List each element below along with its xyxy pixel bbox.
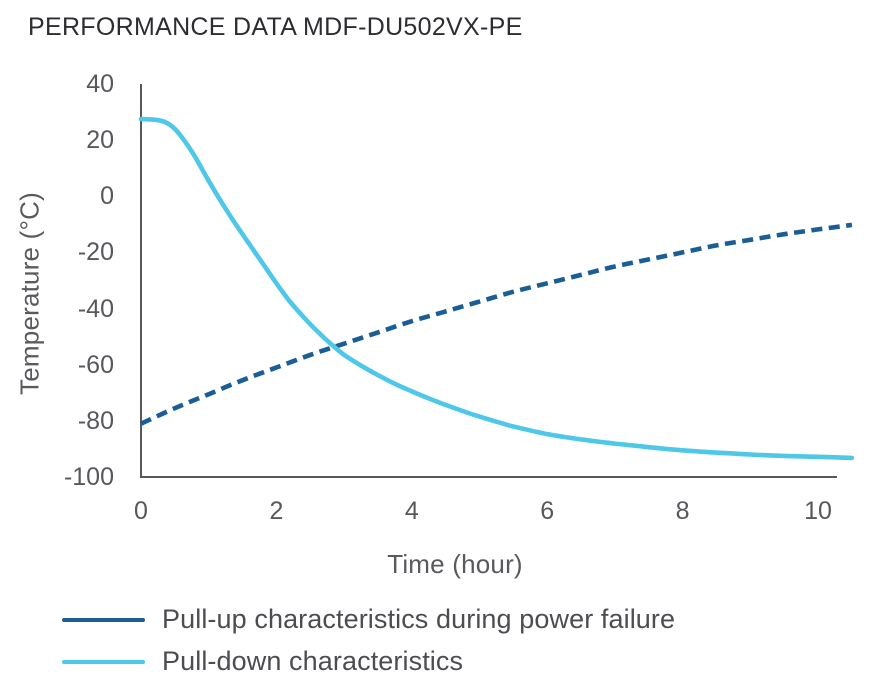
legend-label-pull-down: Pull-down characteristics bbox=[162, 646, 464, 676]
x-tick-label: 2 bbox=[269, 497, 284, 525]
x-tick-label: 0 bbox=[134, 497, 148, 525]
pull-down-line-swatch bbox=[62, 659, 145, 664]
legend: Pull-up characteristics during power fai… bbox=[62, 603, 675, 678]
pull-up-line-swatch bbox=[62, 617, 145, 622]
y-tick-label: -20 bbox=[77, 238, 114, 267]
y-tick-label: -100 bbox=[63, 463, 114, 491]
legend-label-pull-up: Pull-up characteristics during power fai… bbox=[162, 604, 676, 634]
x-tick-label: 10 bbox=[804, 497, 832, 525]
y-tick-label: -60 bbox=[77, 350, 114, 379]
y-tick-label: -80 bbox=[77, 406, 114, 435]
x-axis-title: Time (hour) bbox=[387, 549, 523, 579]
x-tick-label: 4 bbox=[404, 497, 419, 525]
pull-down-curve bbox=[138, 116, 855, 461]
y-tick-label: 20 bbox=[86, 126, 114, 155]
legend-item-pull-down: Pull-down characteristics bbox=[62, 645, 675, 678]
chart-title: PERFORMANCE DATA MDF-DU502VX-PE bbox=[28, 13, 523, 41]
legend-item-pull-up: Pull-up characteristics during power fai… bbox=[62, 603, 675, 636]
pull-up-curve bbox=[140, 222, 853, 426]
x-tick-label: 8 bbox=[675, 497, 690, 525]
y-tick-label: 0 bbox=[100, 182, 114, 211]
plot-area bbox=[138, 84, 855, 478]
x-tick-label: 6 bbox=[540, 497, 555, 525]
y-tick-label: -40 bbox=[77, 294, 114, 323]
y-tick-label: 40 bbox=[86, 70, 114, 98]
y-axis-title: Temperature (°C) bbox=[14, 192, 45, 395]
